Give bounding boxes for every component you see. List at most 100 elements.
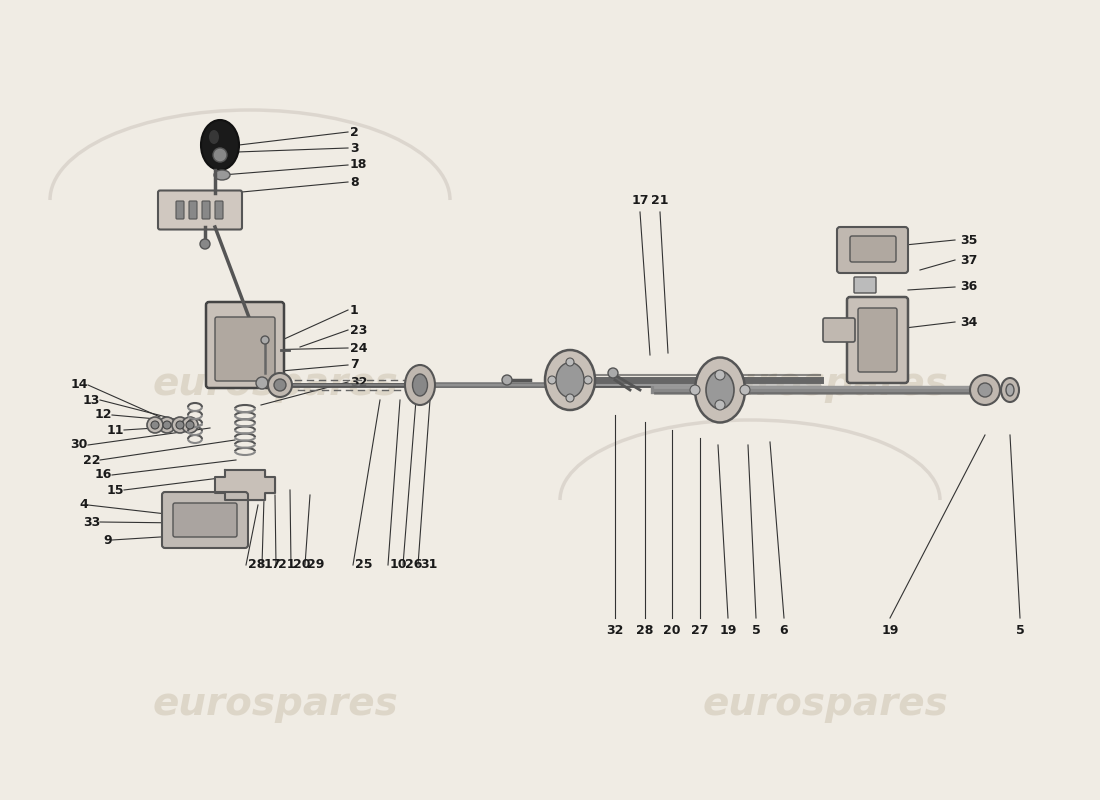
Circle shape — [584, 376, 592, 384]
Text: 14: 14 — [70, 378, 88, 391]
Circle shape — [715, 400, 725, 410]
Text: 28: 28 — [248, 558, 265, 571]
Text: 33: 33 — [82, 515, 100, 529]
Text: 15: 15 — [107, 483, 124, 497]
Text: 20: 20 — [293, 558, 310, 571]
Text: 21: 21 — [278, 558, 296, 571]
Circle shape — [172, 417, 188, 433]
FancyBboxPatch shape — [837, 227, 908, 273]
Ellipse shape — [412, 374, 428, 396]
Text: 10: 10 — [390, 558, 407, 571]
Circle shape — [566, 358, 574, 366]
FancyBboxPatch shape — [189, 201, 197, 219]
Text: 3: 3 — [350, 142, 359, 154]
Ellipse shape — [209, 130, 219, 144]
Text: 37: 37 — [960, 254, 978, 266]
Ellipse shape — [214, 170, 230, 180]
FancyBboxPatch shape — [850, 236, 896, 262]
Ellipse shape — [201, 120, 239, 170]
Text: 36: 36 — [960, 281, 977, 294]
Ellipse shape — [556, 362, 584, 398]
Text: 12: 12 — [95, 409, 112, 422]
Text: 13: 13 — [82, 394, 100, 406]
FancyBboxPatch shape — [176, 201, 184, 219]
Text: 6: 6 — [780, 623, 789, 637]
Circle shape — [740, 385, 750, 395]
Circle shape — [608, 368, 618, 378]
Text: 8: 8 — [350, 175, 359, 189]
Circle shape — [186, 421, 194, 429]
Text: 29: 29 — [307, 558, 324, 571]
Text: eurospares: eurospares — [702, 365, 948, 403]
Text: 28: 28 — [636, 623, 653, 637]
Circle shape — [160, 417, 175, 433]
Text: 27: 27 — [691, 623, 708, 637]
Text: 4: 4 — [79, 498, 88, 511]
Circle shape — [213, 148, 227, 162]
Circle shape — [256, 377, 268, 389]
Text: 5: 5 — [1015, 623, 1024, 637]
Ellipse shape — [544, 350, 595, 410]
Text: 21: 21 — [651, 194, 669, 206]
Circle shape — [566, 394, 574, 402]
Text: 32: 32 — [350, 375, 367, 389]
Circle shape — [548, 376, 556, 384]
Circle shape — [268, 373, 292, 397]
FancyBboxPatch shape — [823, 318, 855, 342]
Text: 18: 18 — [350, 158, 367, 171]
FancyBboxPatch shape — [158, 190, 242, 230]
Ellipse shape — [706, 371, 734, 409]
Ellipse shape — [695, 358, 745, 422]
Circle shape — [163, 421, 170, 429]
Text: 34: 34 — [960, 315, 978, 329]
Text: 26: 26 — [405, 558, 422, 571]
Circle shape — [978, 383, 992, 397]
Circle shape — [147, 417, 163, 433]
Text: 30: 30 — [70, 438, 88, 451]
Ellipse shape — [1001, 378, 1019, 402]
Text: 23: 23 — [350, 323, 367, 337]
Text: 5: 5 — [751, 623, 760, 637]
Text: 19: 19 — [719, 623, 737, 637]
Ellipse shape — [405, 365, 435, 405]
Text: 16: 16 — [95, 469, 112, 482]
Text: eurospares: eurospares — [152, 365, 398, 403]
Text: 9: 9 — [103, 534, 112, 546]
Text: 19: 19 — [881, 623, 899, 637]
Text: 25: 25 — [355, 558, 373, 571]
Text: 1: 1 — [350, 303, 359, 317]
Text: 11: 11 — [107, 423, 124, 437]
Circle shape — [182, 417, 198, 433]
Ellipse shape — [1006, 384, 1014, 396]
Text: 17: 17 — [264, 558, 282, 571]
Text: 24: 24 — [350, 342, 367, 354]
Circle shape — [690, 385, 700, 395]
Text: 31: 31 — [420, 558, 438, 571]
Text: 22: 22 — [82, 454, 100, 466]
Text: eurospares: eurospares — [702, 685, 948, 723]
Circle shape — [200, 239, 210, 249]
Circle shape — [151, 421, 160, 429]
Polygon shape — [214, 470, 275, 500]
Text: 17: 17 — [631, 194, 649, 206]
Circle shape — [970, 375, 1000, 405]
Text: 7: 7 — [350, 358, 359, 371]
Circle shape — [715, 370, 725, 380]
FancyBboxPatch shape — [162, 492, 248, 548]
Text: eurospares: eurospares — [152, 685, 398, 723]
FancyBboxPatch shape — [214, 317, 275, 381]
Circle shape — [261, 336, 270, 344]
Text: 20: 20 — [663, 623, 681, 637]
Circle shape — [274, 379, 286, 391]
Circle shape — [176, 421, 184, 429]
Text: 35: 35 — [960, 234, 978, 246]
Circle shape — [502, 375, 512, 385]
FancyBboxPatch shape — [202, 201, 210, 219]
FancyBboxPatch shape — [214, 201, 223, 219]
FancyBboxPatch shape — [206, 302, 284, 388]
FancyBboxPatch shape — [847, 297, 907, 383]
Text: 32: 32 — [606, 623, 624, 637]
FancyBboxPatch shape — [854, 277, 876, 293]
Text: 2: 2 — [350, 126, 359, 138]
FancyBboxPatch shape — [173, 503, 236, 537]
